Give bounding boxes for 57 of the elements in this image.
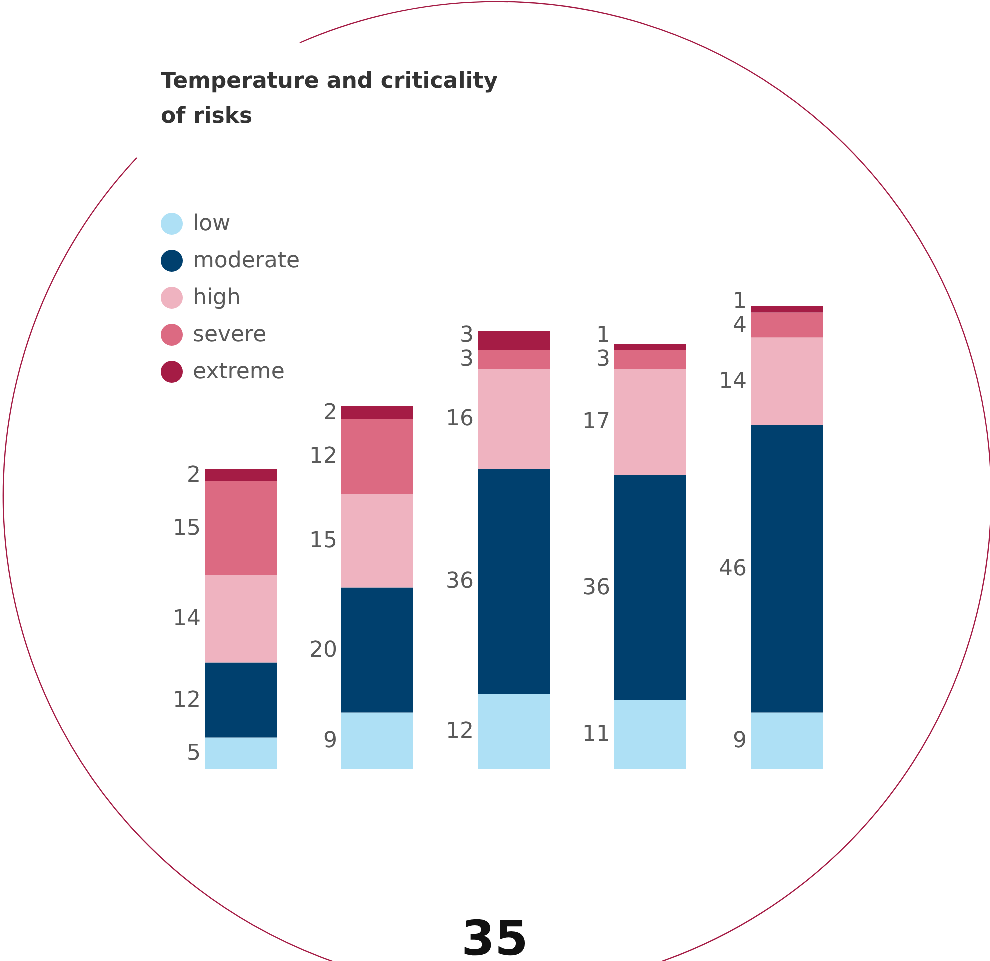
data-label: 12	[310, 444, 338, 469]
data-label: 4	[733, 312, 747, 338]
bar	[751, 712, 823, 769]
data-label: 14	[173, 606, 201, 632]
data-label: 2	[324, 400, 338, 426]
data-label: 14	[719, 369, 747, 394]
data-label: 1	[733, 288, 747, 314]
bar	[205, 482, 277, 576]
bar	[614, 369, 686, 476]
bar	[205, 575, 277, 663]
bar	[614, 700, 686, 769]
bar	[751, 306, 823, 313]
bar	[342, 588, 414, 713]
data-label: 9	[733, 728, 747, 754]
bar	[342, 406, 414, 419]
data-label: 15	[173, 516, 201, 541]
bar	[614, 344, 686, 350]
data-label: 1	[596, 323, 610, 348]
data-label: 46	[719, 556, 747, 582]
text: 35	[462, 911, 528, 961]
bar	[751, 338, 823, 426]
data-label: 20	[310, 638, 338, 663]
legend-label: high	[193, 286, 241, 310]
data-label: 15	[310, 528, 338, 554]
bar	[478, 469, 550, 694]
chart-title: Temperature and criticality of risks	[161, 69, 498, 129]
legend-label: extreme	[193, 360, 285, 384]
bar	[751, 425, 823, 713]
data-label: 9	[324, 728, 338, 754]
data-label: 16	[446, 406, 474, 432]
bar	[342, 419, 414, 494]
bar	[205, 738, 277, 769]
data-label: 17	[582, 410, 610, 435]
bar	[205, 662, 277, 738]
data-label: 3	[596, 347, 610, 372]
bar	[614, 350, 686, 369]
data-label: 12	[446, 719, 474, 744]
data-label: 2	[187, 462, 201, 488]
bar	[478, 694, 550, 769]
legend-label: moderate	[193, 248, 300, 274]
data-label: 36	[582, 575, 610, 600]
bar	[342, 712, 414, 769]
legend-label: severe	[193, 322, 267, 348]
bar	[478, 350, 550, 369]
bar	[478, 332, 550, 350]
legend-label: low	[193, 212, 231, 236]
data-label: 11	[582, 722, 610, 748]
data-label: 36	[446, 569, 474, 594]
data-label: 12	[173, 688, 201, 713]
bar	[751, 312, 823, 338]
data-label: 3	[460, 323, 474, 348]
bar	[478, 369, 550, 469]
data-label: 3	[460, 347, 474, 372]
data-label: 5	[187, 740, 201, 766]
bar	[342, 494, 414, 588]
bar	[614, 475, 686, 700]
bar	[205, 469, 277, 482]
